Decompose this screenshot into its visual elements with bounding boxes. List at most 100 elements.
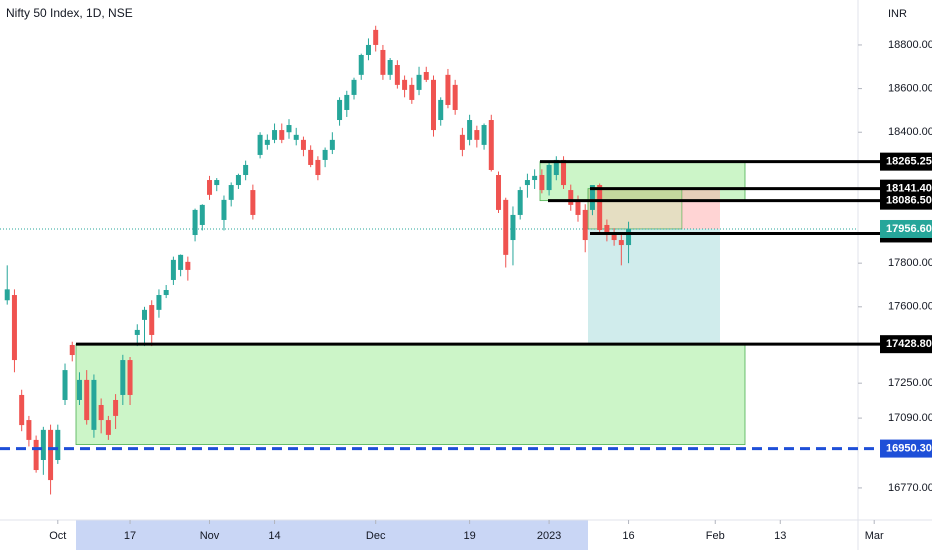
selected-range [76,520,588,550]
candle-body [264,139,270,145]
candle-body [127,360,133,395]
candle-body [105,420,111,435]
level-label: 18086.50 [886,195,932,207]
candle-body [141,309,147,320]
candle-body [394,65,400,85]
candle-body [618,240,624,246]
x-tick-label: 2023 [537,530,561,542]
candle-body [626,228,632,246]
candle-body [409,84,415,100]
candle-body [510,214,516,241]
candle-body [163,290,169,296]
candle-body [358,54,364,75]
candle-body [373,29,379,45]
candle-body [4,289,10,301]
candle-body [19,394,25,426]
x-tick-label: 17 [124,530,136,542]
candle-body [351,79,357,95]
candle-body [170,259,176,280]
y-tick-label: 16770.00 [888,482,932,494]
candle-body [192,209,198,236]
candle-body [532,175,538,181]
candle-body [553,159,559,176]
y-tick-label: 18400.00 [888,126,932,138]
candle-body [503,199,509,255]
candle-body [496,175,502,210]
candle-body [474,130,480,140]
y-tick-label: 18800.00 [888,39,932,51]
position-target [588,228,720,345]
candle-body [611,235,617,241]
candle-body [430,79,436,131]
candle-body [214,180,220,186]
candle-body [568,190,574,205]
candle-body [26,420,32,440]
last-price-label: 17956.60 [886,223,932,235]
level-label: 16950.30 [886,442,932,454]
candle-body [286,125,292,133]
candle-body [33,439,39,471]
level-label: 17428.80 [886,338,932,350]
y-tick-label: 18600.00 [888,83,932,95]
candle-body [48,429,54,481]
level-label: 18141.40 [886,183,932,195]
last-price-bg [880,219,932,238]
candle-body [40,429,46,460]
candle-body [300,139,306,150]
candle-body [445,74,451,105]
candle-body [344,94,350,110]
candle-body [62,370,68,400]
x-tick-label: 14 [268,530,280,542]
level-label-bg [880,439,932,458]
candle-body [55,429,61,460]
candle-body [459,134,465,150]
candle-body [272,130,278,140]
candle-body [69,344,75,356]
level-label-bg [880,335,932,354]
demand-zone [75,343,746,445]
candle-body [185,261,191,270]
candle-body [481,125,487,145]
x-tick-label: Mar [865,530,884,542]
candle-body [228,185,234,200]
x-tick-label: 19 [463,530,475,542]
x-tick-label: 13 [774,530,786,542]
candle-body [380,49,386,75]
candle-body [365,44,371,55]
candle-body [308,149,314,165]
y-tick-label: 17090.00 [888,412,932,424]
candle-body [120,360,126,395]
candle-body [199,204,205,225]
level-label-bg [880,152,932,171]
candle-body [561,159,567,186]
plot [0,25,858,495]
x-tick-label: Feb [706,530,725,542]
candle-body [517,190,523,215]
x-tick-label: Dec [366,530,386,542]
candle-body [11,295,17,361]
candle-body [149,305,155,335]
candle-body [134,329,140,335]
currency: INR [888,8,907,20]
candle-body [597,185,603,230]
y-tick-label: 17250.00 [888,377,932,389]
level-label-bg [880,191,932,210]
candle-body [524,180,530,186]
candle-body [322,149,328,160]
candle-body [91,379,97,430]
candle-body [329,139,335,150]
x-tick-label: Nov [200,530,220,542]
candle-body [416,74,422,90]
y-tick-label: 17600.00 [888,301,932,313]
candle-body [402,79,408,90]
candle-body [604,224,610,236]
candle-body [293,134,299,140]
candle-body [243,164,249,176]
candle-body [113,399,119,416]
candle-body [279,130,285,140]
position-stop-ext [682,188,720,229]
candle-body [438,99,444,121]
candle-body [315,159,321,176]
